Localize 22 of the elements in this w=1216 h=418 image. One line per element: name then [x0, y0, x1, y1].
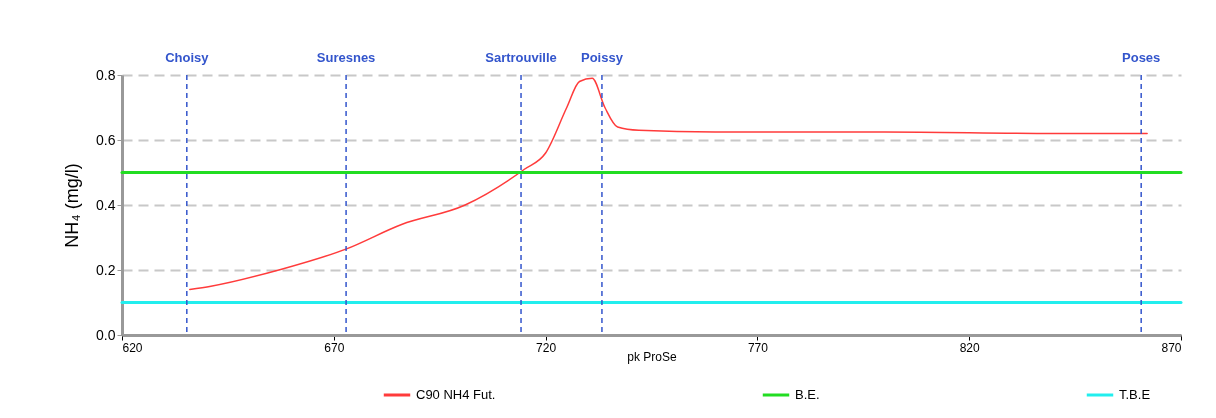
x-axis-title: pk ProSe: [627, 349, 678, 364]
legend-label: C90 NH4 Fut.: [416, 387, 496, 402]
y-tick-label: 0.2: [96, 261, 116, 278]
y-tick-label: 0.4: [96, 196, 116, 213]
y-axis-title: NH₄ (mg/l): [62, 163, 83, 248]
x-tick-label: 770: [747, 340, 769, 355]
ref-line-label: Sartrouville: [485, 50, 557, 65]
x-tick-label: 720: [536, 340, 557, 355]
y-tick-label: 0.0: [96, 326, 116, 343]
legend-label: T.B.E: [1119, 387, 1151, 402]
x-tick-label: 670: [324, 340, 345, 355]
x-tick-label: 820: [959, 340, 981, 355]
y-tick-label: 0.8: [96, 66, 116, 83]
x-tick-label: 620: [122, 340, 143, 355]
line-series: [189, 77, 1148, 291]
ref-line-label: Suresnes: [316, 50, 376, 65]
ref-line-label: Choisy: [165, 50, 210, 65]
x-tick-label: 870: [1161, 340, 1182, 355]
ref-line-label: Poses: [1122, 50, 1161, 65]
y-tick-label: 0.6: [96, 131, 116, 148]
ref-line-label: Poissy: [580, 50, 624, 65]
legend-label: B.E.: [795, 387, 820, 402]
